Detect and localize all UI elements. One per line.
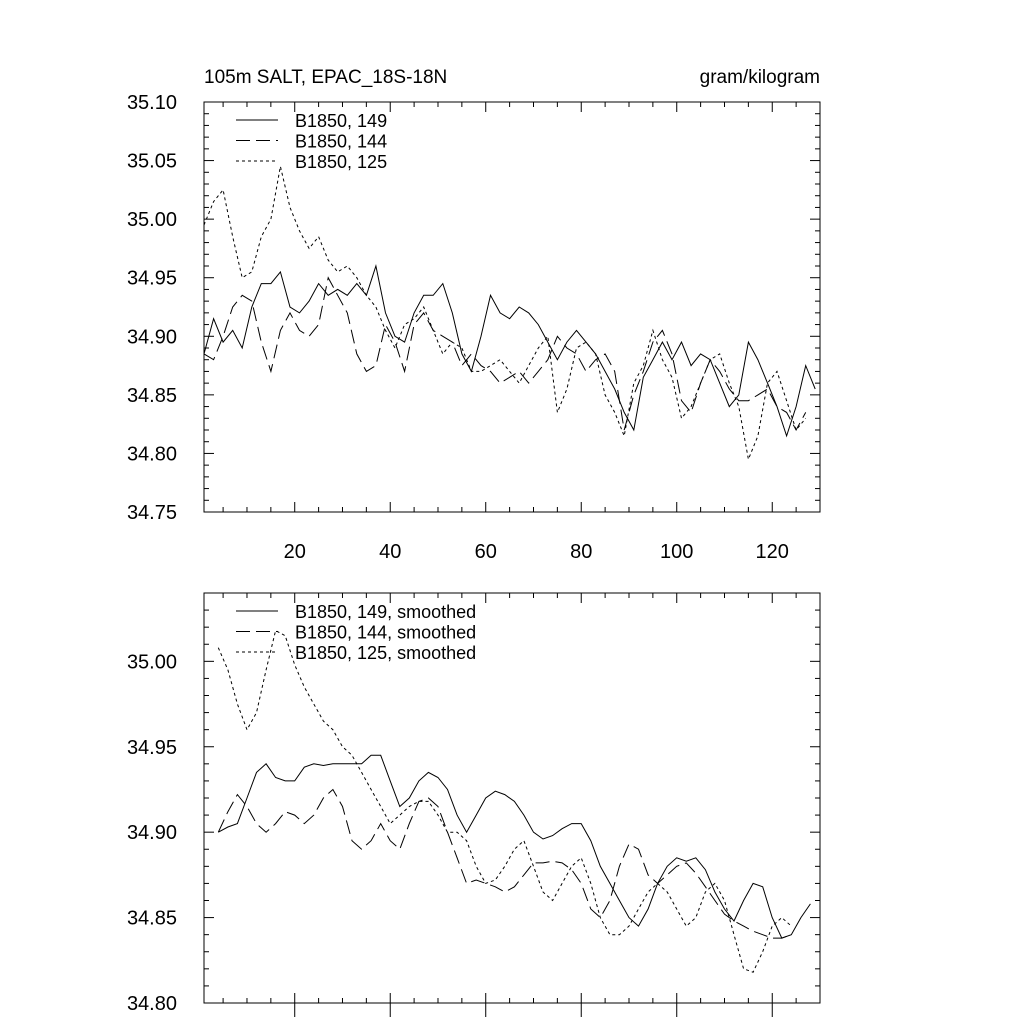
y-tick-label: 34.85 (127, 385, 177, 407)
y-tick-label: 34.95 (127, 268, 177, 290)
axis-ticks: 34.75 34.80 34.85 34.90 34.95 35.00 35.05 35.10… (127, 92, 821, 563)
y-tick-label: 35.00 (127, 651, 177, 673)
x-tick-label: 60 (475, 541, 497, 563)
legend-label: B1850, 125 (295, 152, 387, 172)
series-line (203, 264, 816, 438)
y-tick-label: 34.85 (127, 908, 177, 930)
legend-label: B1850, 144, smoothed (295, 623, 476, 643)
chart-panel-raw: 105m SALT, EPAC_18S-18N gram/kilogram B1… (127, 67, 821, 563)
x-tick-label: 100 (660, 541, 693, 563)
y-tick-label: 35.00 (127, 209, 177, 231)
x-tick-label: 40 (379, 541, 401, 563)
legend-label: B1850, 149, smoothed (295, 602, 476, 622)
y-tick-label: 35.05 (127, 151, 177, 173)
y-tick-label: 34.90 (127, 822, 177, 844)
y-tick-label: 34.80 (127, 443, 177, 465)
axis-ticks: 34.80 34.85 34.90 34.95 35.00 (127, 592, 821, 1017)
legend-label: B1850, 125, smoothed (295, 643, 476, 663)
series-line (203, 276, 807, 432)
x-tick-label: 120 (756, 541, 789, 563)
y-tick-label: 34.90 (127, 326, 177, 348)
y-tick-label: 34.95 (127, 737, 177, 759)
series-line (217, 629, 792, 973)
legend-label: B1850, 149 (295, 111, 387, 131)
series-line (218, 754, 811, 939)
x-tick-label: 80 (570, 541, 592, 563)
y-tick-label: 34.80 (127, 993, 177, 1015)
chart-units: gram/kilogram (700, 67, 820, 88)
x-tick-label: 20 (284, 541, 306, 563)
y-tick-label: 35.10 (127, 92, 177, 114)
series-line (203, 166, 807, 462)
series-lines (217, 629, 811, 973)
plot-frame (203, 101, 821, 513)
y-tick-label: 34.75 (127, 502, 177, 524)
series-lines (203, 166, 816, 462)
series-line (217, 788, 792, 939)
chart-title: 105m SALT, EPAC_18S-18N (204, 67, 447, 88)
legend-label: B1850, 144 (295, 132, 387, 152)
